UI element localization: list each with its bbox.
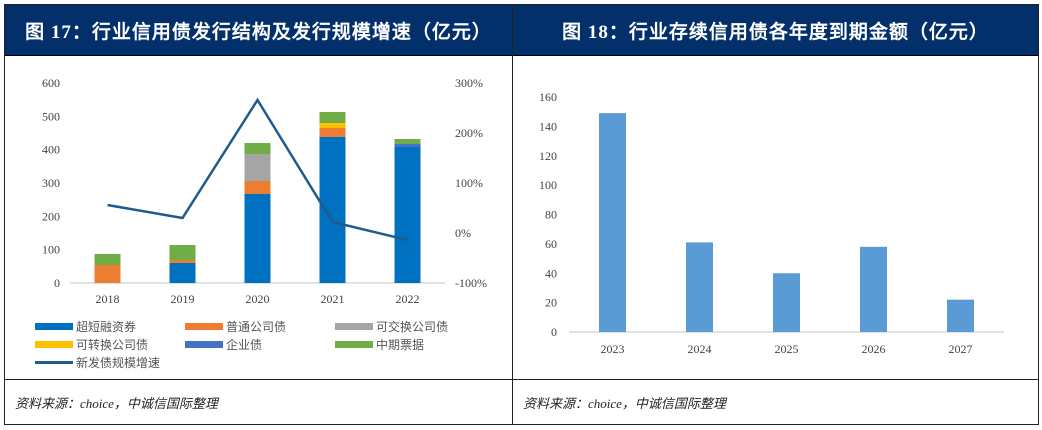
y2-tick-label: 300%	[455, 76, 483, 90]
figure-17-panel: 图 17：行业信用债发行结构及发行规模增速（亿元） 0 100 200 300 400 5…	[4, 4, 513, 425]
x-tick-label: 2018	[96, 292, 120, 306]
bar	[947, 299, 974, 332]
figure-18-title: 图 18：行业存续信用债各年度到期金额（亿元）	[513, 5, 1038, 56]
y-tick-label: 60	[545, 237, 557, 251]
figure-18-source: 资料来源：choice，中诚信国际整理	[513, 379, 1038, 424]
y-tick-label: 500	[42, 109, 60, 123]
bar-segment	[319, 123, 346, 128]
x-tick-label: 2022	[396, 292, 420, 306]
bar-segment	[169, 260, 196, 263]
legend-swatch	[335, 323, 373, 330]
y-tick-label: 600	[42, 76, 60, 90]
legend-label: 企业债	[226, 338, 263, 352]
legend-line-swatch	[35, 361, 73, 364]
bar-segment	[319, 128, 346, 137]
y-tick-label: 0	[551, 325, 557, 339]
y-tick-label: 0	[54, 276, 60, 290]
x-tick-label: 2019	[171, 292, 195, 306]
bar-segment	[94, 265, 121, 283]
legend-swatch	[335, 341, 373, 348]
y2-tick-label: -100%	[455, 276, 487, 290]
y-tick-label: 160	[539, 90, 557, 104]
figure-17-title: 图 17：行业信用债发行结构及发行规模增速（亿元）	[5, 5, 512, 56]
bar-segment	[394, 139, 421, 144]
legend-item: 可转换公司债	[35, 336, 148, 353]
bar-segment	[94, 254, 121, 265]
y-tick-label: 400	[42, 143, 60, 157]
bar	[773, 273, 800, 332]
y-tick-label: 40	[545, 266, 557, 280]
figure-18-panel: 图 18：行业存续信用债各年度到期金额（亿元） 0 20 40 60 80 100 120 1…	[512, 4, 1039, 425]
growth-rate-line	[107, 97, 408, 242]
bar	[860, 246, 887, 332]
legend-item: 普通公司债	[185, 318, 286, 335]
legend-label: 可交换公司债	[376, 320, 449, 334]
bar-segment	[244, 194, 271, 283]
bar	[599, 113, 626, 332]
y-tick-label: 100	[42, 243, 60, 257]
y-tick-label: 140	[539, 119, 557, 133]
y2-tick-label: 0%	[455, 226, 471, 240]
legend-label: 新发债规模增速	[76, 356, 161, 370]
y2-tick-label: 200%	[455, 126, 483, 140]
y-tick-label: 200	[42, 209, 60, 223]
bar-segment	[244, 154, 271, 181]
bar-segment	[394, 147, 421, 283]
x-tick-label: 2024	[688, 342, 712, 356]
legend-swatch	[185, 323, 223, 330]
y-tick-label: 80	[545, 208, 557, 222]
legend-swatch	[185, 341, 223, 348]
y-tick-label: 20	[545, 296, 557, 310]
x-tick-label: 2025	[775, 342, 799, 356]
legend-item: 中期票据	[335, 336, 424, 353]
legend-item: 可交换公司债	[335, 318, 448, 335]
legend-label: 中期票据	[376, 338, 425, 352]
bar-segment	[319, 112, 346, 123]
legend-swatch	[35, 323, 73, 330]
bar	[686, 242, 713, 332]
legend-item: 新发债规模增速	[35, 354, 160, 371]
legend-item: 超短融资券	[35, 318, 136, 335]
legend-swatch	[35, 341, 73, 348]
bar-segment	[244, 143, 271, 154]
legend-label: 可转换公司债	[76, 338, 149, 352]
x-tick-label: 2020	[246, 292, 270, 306]
bar-segment	[169, 263, 196, 283]
x-tick-label: 2027	[949, 342, 973, 356]
x-tick-label: 2026	[862, 342, 886, 356]
x-tick-label: 2023	[601, 342, 625, 356]
legend-item: 企业债	[185, 336, 262, 353]
y2-tick-label: 100%	[455, 176, 483, 190]
issuance-structure-chart: 0 100 200 300 400 500 600 -100% 0% 100% 200% 300% 20…	[42, 76, 487, 306]
bar-segment	[319, 137, 346, 283]
bar-segment	[394, 144, 421, 147]
maturity-amount-chart: 0 20 40 60 80 100 120 140 160 2023 2024 2025 2026 202…	[539, 90, 1004, 356]
x-tick-label: 2021	[321, 292, 345, 306]
bar-segment	[169, 245, 196, 260]
y-tick-label: 120	[539, 149, 557, 163]
bar-segment	[244, 181, 271, 194]
legend-label: 超短融资券	[76, 320, 137, 334]
legend-label: 普通公司债	[226, 320, 287, 334]
y-tick-label: 300	[42, 176, 60, 190]
figure-17-source: 资料来源：choice，中诚信国际整理	[5, 379, 512, 424]
y-tick-label: 100	[539, 178, 557, 192]
